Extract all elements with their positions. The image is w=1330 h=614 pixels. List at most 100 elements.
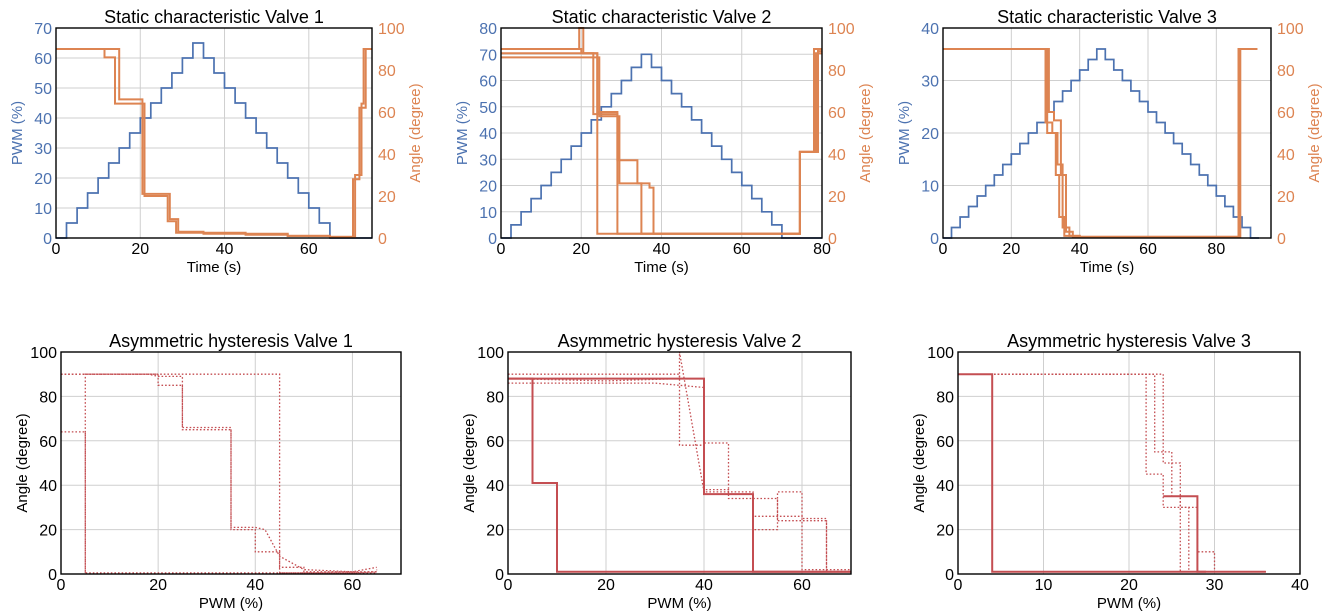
y-tick-label: 60: [486, 434, 504, 451]
pwm-series-line: [56, 42, 372, 239]
plot-frame: [942, 27, 1272, 239]
y-tick-label: 100: [30, 345, 57, 362]
chart-panel-1: 0 20 40 60 0 10 20 30 40 50 60 70 0 20 40 60 80 100 Static…: [9, 7, 424, 276]
plot-area: [56, 42, 372, 239]
y-tick-label: 40: [39, 478, 57, 495]
x-tick-label: 40: [1071, 241, 1089, 258]
plot-frame: [957, 351, 1301, 575]
y2-tick-label: 40: [1277, 147, 1295, 164]
hysteresis-series-line-4: [508, 351, 851, 571]
y2-tick-label: 20: [828, 189, 846, 206]
y-tick-label: 100: [477, 345, 504, 362]
hysteresis-series-line-3: [508, 373, 851, 573]
plot-area: [508, 351, 851, 573]
x-tick-label: 20: [149, 577, 167, 594]
x-tick-label: 20: [572, 241, 590, 258]
y2-tick-label: 0: [828, 231, 837, 248]
x-tick-label: 60: [733, 241, 751, 258]
y-tick-label: 80: [486, 389, 504, 406]
x-tick-label: 60: [793, 577, 811, 594]
y-tick-label: 20: [479, 179, 497, 196]
plot-area: [958, 373, 1266, 573]
x-tick-label: 80: [1207, 241, 1225, 258]
y2-tick-label: 60: [828, 105, 846, 122]
x-tick-label: 40: [216, 241, 234, 258]
x-tick-label: 20: [1120, 577, 1138, 594]
y-tick-label: 0: [48, 567, 57, 584]
y-axis-label: Angle (degree): [14, 413, 31, 512]
y-tick-label: 60: [936, 434, 954, 451]
plot-frame: [500, 27, 823, 239]
hysteresis-series-line-3: [61, 431, 377, 574]
y-tick-label: 0: [495, 567, 504, 584]
chart-title: Static characteristic Valve 1: [104, 7, 324, 27]
y2-tick-label: 0: [378, 231, 387, 248]
angle-series-line-2: [943, 48, 1258, 238]
y2-tick-label: 80: [828, 63, 846, 80]
y-tick-label: 0: [488, 231, 497, 248]
y-tick-label: 40: [921, 21, 939, 38]
y2-tick-label: 60: [1277, 105, 1295, 122]
y2-axis-label: Angle (degree): [407, 83, 424, 182]
y-tick-label: 40: [936, 478, 954, 495]
y-tick-label: 80: [479, 21, 497, 38]
y2-tick-label: 20: [378, 189, 396, 206]
plot-frame: [507, 351, 852, 575]
y2-tick-label: 40: [828, 147, 846, 164]
x-axis-label: PWM (%): [1097, 595, 1161, 612]
y-tick-label: 40: [486, 478, 504, 495]
x-tick-label: 10: [1035, 577, 1053, 594]
y2-tick-label: 100: [1277, 21, 1304, 38]
chart-title: Asymmetric hysteresis Valve 2: [558, 331, 802, 351]
hysteresis-series-line-1: [61, 373, 378, 573]
y-tick-label: 70: [34, 21, 52, 38]
y-tick-label: 30: [479, 152, 497, 169]
y-tick-label: 80: [936, 389, 954, 406]
y-axis-label: PWM (%): [9, 101, 26, 165]
x-tick-label: 80: [813, 241, 831, 258]
x-tick-label: 40: [246, 577, 264, 594]
y-tick-label: 30: [34, 141, 52, 158]
y-tick-label: 80: [39, 389, 57, 406]
chart-title: Asymmetric hysteresis Valve 1: [109, 331, 353, 351]
pwm-series-line: [943, 48, 1259, 239]
y-tick-label: 0: [930, 231, 939, 248]
hysteresis-series-line-5: [508, 382, 851, 573]
y2-tick-label: 40: [378, 147, 396, 164]
y-tick-label: 10: [34, 201, 52, 218]
y-tick-label: 40: [479, 126, 497, 143]
y-tick-label: 60: [479, 74, 497, 91]
x-tick-label: 40: [695, 577, 713, 594]
x-tick-label: 20: [597, 577, 615, 594]
x-axis-label: Time (s): [634, 259, 688, 276]
y-tick-label: 20: [921, 126, 939, 143]
angle-series-line-2: [56, 48, 372, 238]
hysteresis-series-line-1: [958, 373, 1266, 573]
y-tick-label: 0: [43, 231, 52, 248]
chart-title: Static characteristic Valve 3: [997, 7, 1217, 27]
hysteresis-series-line-2: [508, 377, 851, 573]
x-tick-label: 60: [1139, 241, 1157, 258]
y-axis-label: PWM (%): [454, 101, 471, 165]
y-tick-label: 70: [479, 47, 497, 64]
hysteresis-series-line-1: [508, 377, 851, 573]
x-tick-label: 20: [131, 241, 149, 258]
angle-series-line-1: [56, 48, 372, 238]
x-axis-label: Time (s): [1080, 259, 1134, 276]
hysteresis-series-line-5: [958, 373, 1266, 573]
y-tick-label: 0: [945, 567, 954, 584]
y-axis-label: Angle (degree): [461, 413, 478, 512]
y-tick-label: 10: [921, 179, 939, 196]
x-axis-label: PWM (%): [199, 595, 263, 612]
y-tick-label: 20: [486, 523, 504, 540]
y-axis-label: PWM (%): [896, 101, 913, 165]
x-tick-label: 0: [954, 577, 963, 594]
y-tick-label: 20: [34, 171, 52, 188]
y-tick-label: 30: [921, 74, 939, 91]
x-axis-label: PWM (%): [647, 595, 711, 612]
plot-frame: [55, 27, 373, 239]
chart-panel-2: 0 20 40 60 8001020304050607080020406080100St…: [454, 7, 874, 276]
y2-tick-label: 100: [828, 21, 855, 38]
